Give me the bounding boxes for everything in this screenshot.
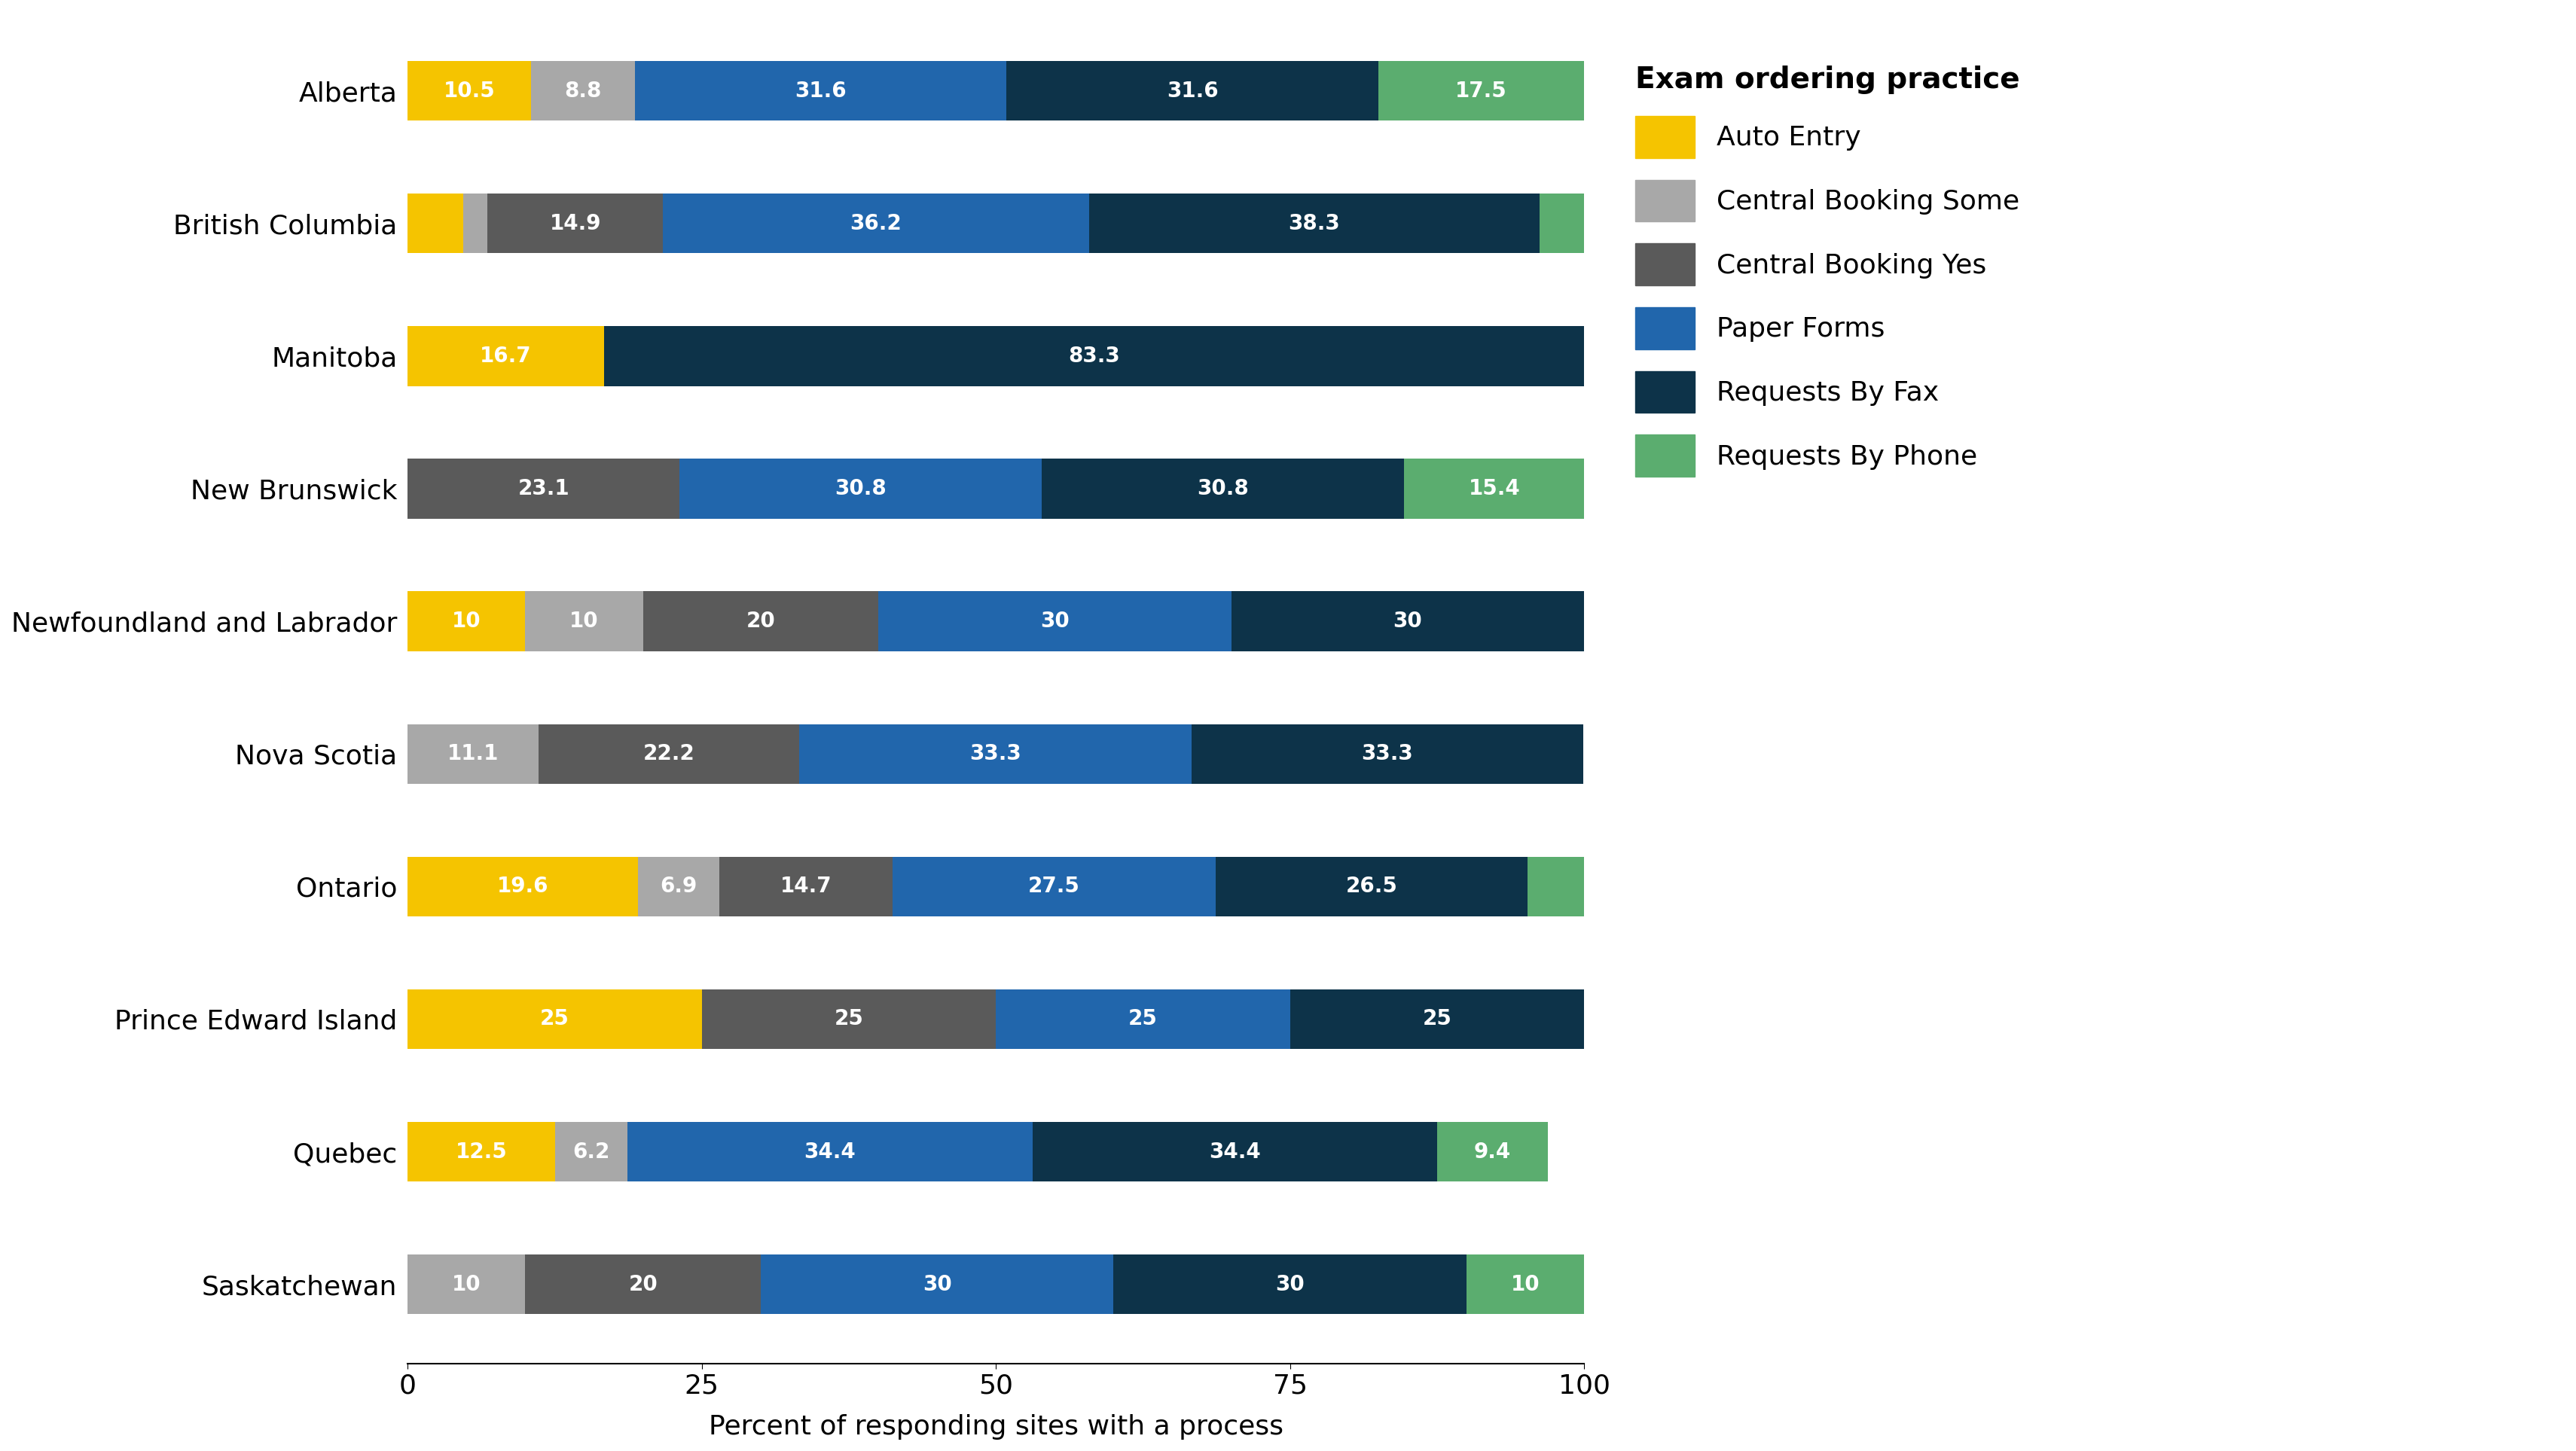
Bar bbox=[407, 61, 531, 120]
Bar bbox=[1404, 459, 1584, 518]
Text: 10: 10 bbox=[451, 1274, 482, 1294]
X-axis label: Percent of responding sites with a process: Percent of responding sites with a proce… bbox=[708, 1415, 1283, 1439]
Text: 30: 30 bbox=[1041, 611, 1069, 631]
Bar bbox=[1041, 459, 1404, 518]
Text: 26.5: 26.5 bbox=[1345, 876, 1399, 897]
Bar bbox=[538, 724, 799, 784]
Text: 30: 30 bbox=[1394, 611, 1422, 631]
Bar bbox=[634, 61, 1007, 120]
Bar bbox=[526, 1255, 760, 1315]
Text: 22.2: 22.2 bbox=[644, 743, 696, 765]
Bar bbox=[1378, 61, 1584, 120]
Bar bbox=[1291, 990, 1584, 1049]
Bar bbox=[407, 326, 605, 386]
Bar bbox=[1437, 1122, 1548, 1181]
Bar bbox=[1540, 193, 1584, 254]
Bar bbox=[629, 1122, 1033, 1181]
Bar bbox=[407, 1255, 526, 1315]
Text: 14.9: 14.9 bbox=[549, 213, 600, 234]
Bar bbox=[407, 193, 464, 254]
Text: 20: 20 bbox=[747, 611, 775, 631]
Text: 33.3: 33.3 bbox=[1360, 743, 1414, 765]
Text: 23.1: 23.1 bbox=[518, 479, 569, 499]
Text: 6.2: 6.2 bbox=[572, 1140, 611, 1162]
Text: 10: 10 bbox=[1510, 1274, 1540, 1294]
Text: 10: 10 bbox=[451, 611, 482, 631]
Bar bbox=[1528, 856, 1584, 917]
Text: 25: 25 bbox=[1422, 1008, 1453, 1030]
Text: 25: 25 bbox=[1128, 1008, 1157, 1030]
Bar bbox=[605, 326, 1584, 386]
Text: 34.4: 34.4 bbox=[1208, 1140, 1260, 1162]
Text: 30.8: 30.8 bbox=[1198, 479, 1249, 499]
Bar bbox=[407, 1122, 554, 1181]
Bar bbox=[1190, 724, 1584, 784]
Text: 20: 20 bbox=[629, 1274, 657, 1294]
Bar bbox=[554, 1122, 629, 1181]
Bar bbox=[701, 990, 997, 1049]
Legend: Auto Entry, Central Booking Some, Central Booking Yes, Paper Forms, Requests By : Auto Entry, Central Booking Some, Centra… bbox=[1620, 52, 2032, 490]
Bar bbox=[891, 856, 1216, 917]
Text: 33.3: 33.3 bbox=[969, 743, 1020, 765]
Text: 30: 30 bbox=[922, 1274, 951, 1294]
Text: 30.8: 30.8 bbox=[835, 479, 886, 499]
Text: 19.6: 19.6 bbox=[497, 876, 549, 897]
Text: 38.3: 38.3 bbox=[1288, 213, 1340, 234]
Bar bbox=[878, 592, 1231, 651]
Bar bbox=[464, 193, 487, 254]
Bar bbox=[719, 856, 891, 917]
Bar bbox=[680, 459, 1041, 518]
Bar bbox=[1090, 193, 1540, 254]
Text: 27.5: 27.5 bbox=[1028, 876, 1079, 897]
Text: 15.4: 15.4 bbox=[1468, 479, 1520, 499]
Text: 12.5: 12.5 bbox=[456, 1140, 507, 1162]
Bar bbox=[997, 990, 1291, 1049]
Bar bbox=[760, 1255, 1113, 1315]
Bar bbox=[526, 592, 644, 651]
Text: 11.1: 11.1 bbox=[448, 743, 500, 765]
Bar bbox=[407, 856, 639, 917]
Bar bbox=[639, 856, 719, 917]
Text: 25: 25 bbox=[541, 1008, 569, 1030]
Text: 10.5: 10.5 bbox=[443, 80, 495, 102]
Text: 25: 25 bbox=[835, 1008, 863, 1030]
Text: 14.7: 14.7 bbox=[781, 876, 832, 897]
Bar bbox=[1231, 592, 1584, 651]
Text: 10: 10 bbox=[569, 611, 598, 631]
Bar bbox=[531, 61, 634, 120]
Text: 6.9: 6.9 bbox=[659, 876, 698, 897]
Bar bbox=[799, 724, 1190, 784]
Bar bbox=[1216, 856, 1528, 917]
Text: 8.8: 8.8 bbox=[564, 80, 603, 102]
Text: 16.7: 16.7 bbox=[479, 345, 531, 367]
Bar bbox=[407, 459, 680, 518]
Bar bbox=[407, 724, 538, 784]
Bar bbox=[1007, 61, 1378, 120]
Bar bbox=[1033, 1122, 1437, 1181]
Text: 36.2: 36.2 bbox=[850, 213, 902, 234]
Bar bbox=[662, 193, 1090, 254]
Text: 31.6: 31.6 bbox=[796, 80, 848, 102]
Text: 31.6: 31.6 bbox=[1167, 80, 1218, 102]
Bar bbox=[644, 592, 878, 651]
Text: 30: 30 bbox=[1275, 1274, 1303, 1294]
Text: 17.5: 17.5 bbox=[1455, 80, 1507, 102]
Text: 83.3: 83.3 bbox=[1069, 345, 1121, 367]
Bar bbox=[1466, 1255, 1584, 1315]
Bar bbox=[1113, 1255, 1466, 1315]
Bar bbox=[487, 193, 662, 254]
Bar bbox=[407, 990, 701, 1049]
Text: 9.4: 9.4 bbox=[1473, 1140, 1512, 1162]
Text: 34.4: 34.4 bbox=[804, 1140, 855, 1162]
Bar bbox=[407, 592, 526, 651]
